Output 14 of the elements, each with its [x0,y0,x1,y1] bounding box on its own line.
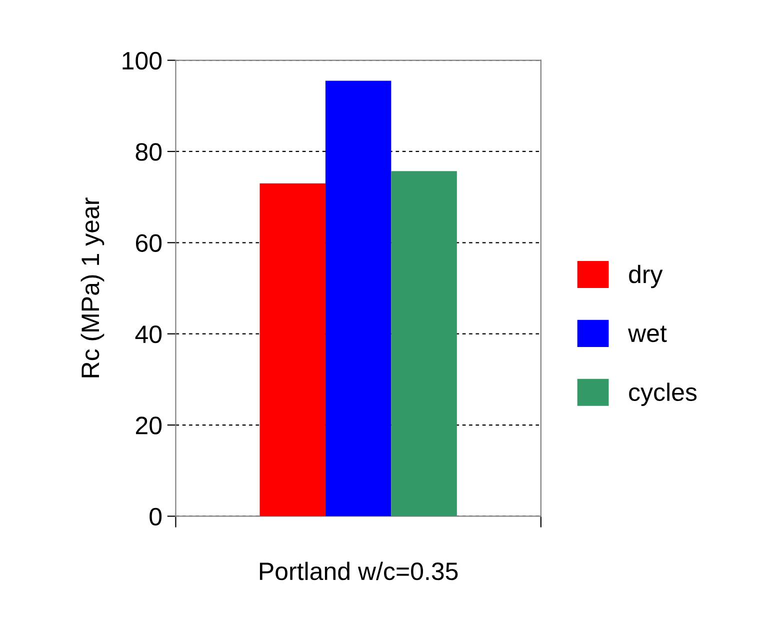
y-tick-label: 100 [122,52,162,70]
bar [325,80,392,516]
y-tick-label: 40 [135,325,162,344]
y-tick-label: 0 [150,508,162,526]
x-tick-label: Portland w/c=0.35 [260,562,458,580]
legend-label: cycles [629,382,697,406]
y-tick-label: 20 [136,416,162,434]
y-axis-title: Rc (MPa) 1 year [80,198,104,378]
y-tick-label: 60 [136,234,162,252]
bar [260,183,326,516]
bar [391,171,457,516]
legend-label: wet [628,326,667,342]
legend-label: dry [629,264,663,288]
y-tick-label: 80 [136,143,162,161]
